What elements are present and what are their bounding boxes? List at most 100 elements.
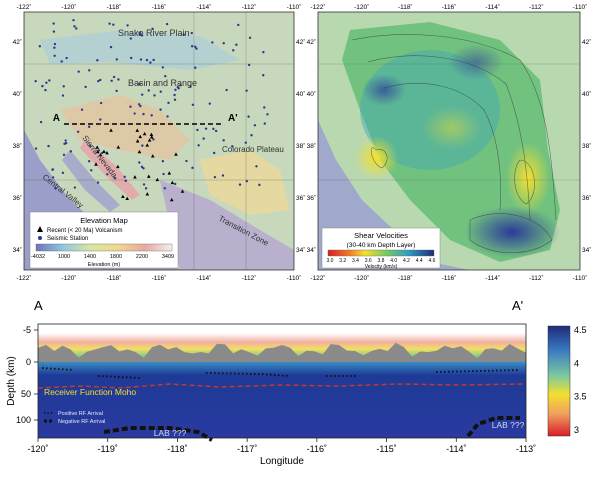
station-dot — [197, 144, 200, 147]
map-lat-tick-left: 36˚ — [13, 194, 22, 202]
station-dot — [161, 66, 165, 69]
velocity-tick-label: 3.4 — [352, 258, 359, 264]
elevation-legend — [29, 211, 179, 269]
station-dot — [142, 112, 145, 116]
station-dot — [51, 168, 54, 171]
x-tick-label: -115˚ — [376, 444, 396, 454]
station-dot — [147, 89, 150, 92]
station-dot — [123, 175, 126, 179]
elevation-tick-label: -4032 — [31, 254, 45, 260]
station-dot — [152, 58, 155, 62]
station-dot — [149, 61, 152, 64]
station-dot — [212, 151, 216, 155]
station-dot — [48, 79, 51, 82]
volcanism-legend-label: Recent (< 20 Ma) Volcanism — [47, 228, 123, 234]
station-dot — [84, 85, 87, 89]
station-dot — [77, 70, 80, 73]
cross-section-panel: A A' Receiver Function Moho LAB ??? LAB … — [6, 298, 587, 467]
map-lon-tick-bottom: -116˚ — [152, 274, 167, 282]
station-dot — [113, 176, 117, 180]
section-colorbar-ticks: 4.5 4 3.5 3 — [574, 325, 587, 435]
volcanism-triangle — [135, 139, 140, 143]
shear-colorbar — [327, 249, 435, 257]
station-dot — [72, 18, 75, 22]
station-dot — [64, 139, 67, 142]
station-dot — [253, 124, 257, 127]
section-colorbar — [547, 325, 571, 437]
station-dot — [174, 88, 177, 92]
station-dot — [34, 79, 37, 83]
map-lon-tick-bottom: -112˚ — [529, 274, 544, 282]
lab-label-east: LAB ??? — [492, 420, 525, 430]
negative-rf-legend-label: Negative RF Arrival — [58, 419, 105, 425]
volcanism-triangle — [149, 135, 154, 139]
station-dot — [139, 58, 143, 61]
station-dot — [161, 160, 165, 163]
station-dot — [213, 175, 217, 179]
station-dot — [73, 186, 77, 189]
map-lon-tick-top: -116˚ — [442, 3, 457, 11]
station-dot — [208, 102, 211, 105]
station-dot — [88, 69, 91, 72]
station-dot — [191, 166, 194, 170]
station-dot — [245, 89, 248, 92]
volcanism-triangle — [147, 138, 152, 142]
velocity-tick-label: 3.0 — [327, 258, 334, 264]
station-dot — [129, 56, 133, 60]
station-dot — [179, 84, 182, 87]
station-dot — [52, 30, 56, 33]
station-dot — [191, 103, 195, 107]
map-lat-tick-left: 34˚ — [307, 246, 316, 254]
elevation-tick-label: 1800 — [110, 254, 122, 260]
volcanism-triangle — [155, 177, 160, 182]
station-dot — [164, 74, 167, 78]
station-dot — [138, 161, 141, 164]
station-dot — [138, 33, 142, 36]
volcanism-triangle — [180, 189, 185, 193]
volcanism-triangle — [105, 150, 109, 155]
section-start-marker: A — [53, 113, 60, 124]
map-graticule-labels: -122˚ -122˚ -120˚ -120˚ -118˚ -118˚ -116˚ -116˚… — [13, 3, 592, 282]
seismic-station-dot-icon — [38, 236, 42, 240]
station-dot — [96, 59, 99, 62]
station-dot — [61, 171, 65, 175]
positive-rf-legend-label: Positive RF Arrival — [58, 411, 103, 417]
colorbar-tick-label: 3.5 — [574, 392, 587, 402]
station-dot — [108, 22, 111, 25]
station-dot — [44, 88, 47, 92]
velocity-tick-label: 4.0 — [390, 258, 397, 264]
station-dot — [248, 36, 252, 40]
station-dot — [129, 105, 132, 108]
sierra-highland — [80, 140, 140, 200]
map-lat-tick-left: 34˚ — [13, 246, 22, 254]
station-dot — [140, 34, 144, 37]
map-lon-tick-bottom: -120˚ — [354, 274, 369, 282]
station-dot — [87, 159, 91, 163]
station-dot — [60, 60, 63, 63]
volcanism-triangle — [133, 175, 137, 179]
velocity-tick-label: 4.6 — [429, 258, 436, 264]
central-valley-lowland — [62, 150, 120, 212]
map-lat-tick-left: 40˚ — [13, 90, 22, 98]
section-y-axis-label: Depth (km) — [6, 356, 17, 405]
station-dot — [112, 75, 116, 79]
map-lon-tick-bottom: -110˚ — [573, 274, 588, 282]
volcanism-triangle — [170, 180, 175, 185]
colorbar-tick-label: 4 — [574, 358, 579, 368]
station-dot — [258, 183, 261, 187]
station-dot — [75, 27, 78, 30]
station-dot — [244, 141, 247, 144]
station-dot — [262, 74, 265, 77]
map-lat-tick-right: 36˚ — [296, 194, 305, 202]
negative-rf-arrivals — [103, 416, 520, 442]
station-dot — [90, 169, 93, 172]
section-label-a-prime: A' — [512, 298, 523, 313]
station-dot — [53, 46, 56, 49]
station-dot — [165, 22, 169, 26]
station-dot — [34, 147, 38, 150]
section-velocity-image — [38, 324, 526, 438]
station-dot — [247, 63, 251, 67]
elevation-tick-label: 3409 — [162, 254, 174, 260]
map-lon-tick-top: -112˚ — [242, 3, 257, 11]
station-dot — [173, 98, 177, 101]
